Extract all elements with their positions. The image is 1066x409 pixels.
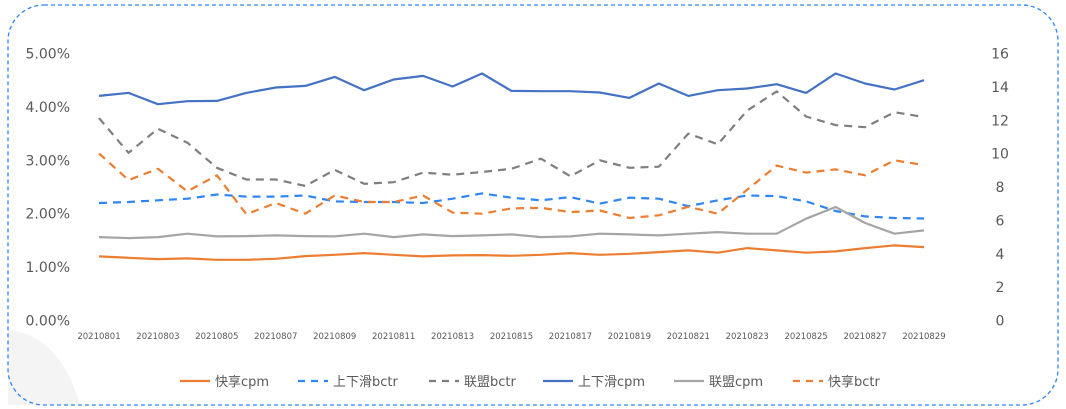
x-tick-label: 20210809 xyxy=(313,332,356,342)
legend-label: 上下滑cpm xyxy=(578,375,645,390)
y-right-tick-label: 16 xyxy=(991,47,1009,63)
y-left-tick-label: 4.00% xyxy=(26,100,70,116)
legend-label: 联盟cpm xyxy=(709,375,763,390)
legend-label: 上下滑bctr xyxy=(333,375,398,390)
decorative-shape xyxy=(8,330,80,405)
legend-label: 快享bctr xyxy=(828,374,880,390)
series-points-1 xyxy=(98,193,925,219)
y-axis-right: 0 2 4 6 8 10 12 14 16 xyxy=(991,47,1009,330)
x-tick-label: 20210803 xyxy=(136,332,179,342)
series-line-2 xyxy=(98,90,925,187)
x-tick-label: 20210805 xyxy=(195,332,238,342)
legend-label: 快享cpm xyxy=(215,374,269,390)
series-line-4 xyxy=(98,205,925,240)
legend-item[interactable]: 快享cpm xyxy=(180,374,269,390)
x-tick-label: 20210823 xyxy=(726,332,769,342)
y-left-tick-label: 1.00% xyxy=(26,260,70,276)
x-tick-label: 20210801 xyxy=(77,332,120,342)
series-points-0 xyxy=(98,245,925,260)
x-tick-label: 20210813 xyxy=(431,332,474,342)
x-tick-label: 20210825 xyxy=(785,332,828,342)
series-points-5 xyxy=(98,153,925,218)
y-right-tick-label: 4 xyxy=(996,247,1005,263)
series-line-3 xyxy=(98,72,925,106)
x-tick-label: 20210827 xyxy=(843,332,886,342)
legend: 快享cpm 上下滑bctr 联盟bctr 上下滑cpm 联盟cpm 快享bctr xyxy=(180,374,880,390)
legend-item[interactable]: 联盟cpm xyxy=(674,375,763,390)
y-right-tick-label: 6 xyxy=(996,213,1005,229)
series-points-3 xyxy=(98,73,925,105)
y-axis-left: 0.00% 1.00% 2.00% 3.00% 4.00% 5.00% xyxy=(26,47,70,330)
y-right-tick-label: 10 xyxy=(991,147,1009,163)
plot-area xyxy=(98,72,925,261)
x-tick-label: 20210811 xyxy=(372,332,415,342)
y-left-tick-label: 0.00% xyxy=(26,314,70,330)
x-tick-label: 20210819 xyxy=(608,332,651,342)
legend-item[interactable]: 快享bctr xyxy=(793,374,880,390)
y-right-tick-label: 0 xyxy=(996,314,1005,330)
series-line-0 xyxy=(98,244,925,261)
legend-label: 联盟bctr xyxy=(464,375,516,390)
x-tick-label: 20210821 xyxy=(667,332,710,342)
y-left-tick-label: 2.00% xyxy=(26,207,70,223)
x-tick-label: 20210817 xyxy=(549,332,592,342)
chart-frame xyxy=(7,4,1059,406)
legend-item[interactable]: 上下滑bctr xyxy=(298,375,398,390)
x-tick-label: 20210807 xyxy=(254,332,297,342)
y-left-tick-label: 3.00% xyxy=(26,153,70,169)
y-right-tick-label: 8 xyxy=(996,180,1005,196)
x-tick-label: 20210815 xyxy=(490,332,533,342)
series-line-1 xyxy=(98,192,925,220)
y-right-tick-label: 14 xyxy=(991,80,1009,96)
y-right-tick-label: 2 xyxy=(996,280,1005,296)
x-axis: 20210801 20210803 20210805 20210807 20210809… xyxy=(77,332,945,342)
y-left-tick-label: 5.00% xyxy=(26,47,70,63)
legend-item[interactable]: 联盟bctr xyxy=(429,375,516,390)
series-points-4 xyxy=(98,207,925,239)
series-line-5 xyxy=(98,152,925,220)
series-points-2 xyxy=(98,91,925,186)
legend-item[interactable]: 上下滑cpm xyxy=(543,375,645,390)
y-right-tick-label: 12 xyxy=(991,113,1009,129)
x-tick-label: 20210829 xyxy=(902,332,945,342)
